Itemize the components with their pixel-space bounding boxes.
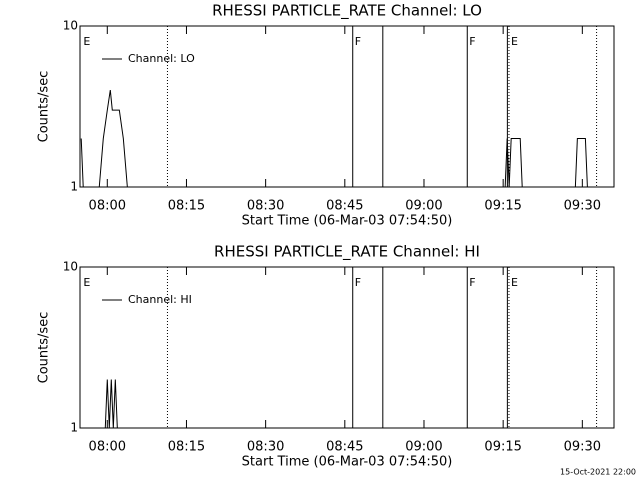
- x-tick-label: 09:00: [405, 199, 442, 214]
- marker-label: F: [355, 276, 361, 289]
- y-tick-label: 1: [70, 180, 78, 194]
- data-line: [80, 89, 588, 188]
- marker-label: E: [83, 276, 90, 289]
- plot-frame: [79, 25, 615, 188]
- plot-frame: [79, 266, 615, 429]
- y-tick-label: 1: [70, 421, 78, 435]
- x-tick-label: 08:00: [89, 199, 126, 214]
- footer: 15-Oct-2021 22:00: [560, 468, 636, 477]
- x-tick-label: 09:00: [405, 440, 442, 455]
- x-axis-label: Start Time (06-Mar-03 07:54:50): [242, 455, 453, 470]
- y-tick-label: 10: [63, 19, 78, 33]
- x-axis-label: Start Time (06-Mar-03 07:54:50): [242, 214, 453, 229]
- y-tick-label: 10: [63, 260, 78, 274]
- x-tick-label: 08:15: [168, 440, 205, 455]
- marker-label: F: [469, 35, 475, 48]
- x-tick-label: 08:15: [168, 199, 205, 214]
- x-tick-label: 08:45: [326, 440, 363, 455]
- x-tick-label: 08:30: [247, 440, 284, 455]
- x-tick-label: 08:00: [89, 440, 126, 455]
- marker-label: E: [511, 276, 518, 289]
- legend-label: Channel: LO: [128, 52, 195, 65]
- marker-label: E: [83, 35, 90, 48]
- legend-label: Channel: HI: [128, 293, 192, 306]
- marker-label: F: [469, 276, 475, 289]
- y-axis-label: Counts/sec: [37, 312, 52, 384]
- x-tick-label: 08:45: [326, 199, 363, 214]
- chart-title: RHESSI PARTICLE_RATE Channel: HI: [214, 243, 480, 262]
- x-tick-label: 09:30: [564, 440, 601, 455]
- x-tick-label: 08:30: [247, 199, 284, 214]
- x-tick-label: 09:30: [564, 199, 601, 214]
- chart-title: RHESSI PARTICLE_RATE Channel: LO: [212, 2, 482, 21]
- x-tick-label: 09:15: [484, 440, 521, 455]
- x-tick-label: 09:15: [484, 199, 521, 214]
- marker-label: F: [355, 35, 361, 48]
- data-line: [104, 379, 118, 429]
- marker-label: E: [511, 35, 518, 48]
- y-axis-label: Counts/sec: [37, 71, 52, 143]
